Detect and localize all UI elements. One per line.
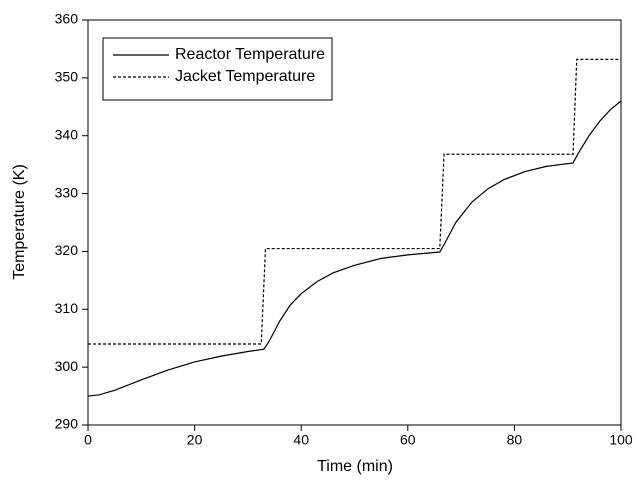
legend-label: Reactor Temperature xyxy=(175,46,325,63)
legend-label: Jacket Temperature xyxy=(175,68,315,85)
y-tick-label: 350 xyxy=(55,69,79,85)
series-line xyxy=(87,100,622,397)
x-tick-label: 100 xyxy=(609,432,633,448)
series-line xyxy=(88,58,621,345)
x-tick-label: 20 xyxy=(187,432,203,448)
y-axis-label: Temperature (K) xyxy=(11,164,28,280)
legend-box xyxy=(102,37,333,101)
x-tick-label: 0 xyxy=(84,432,92,448)
x-tick-label: 60 xyxy=(400,432,416,448)
y-tick-label: 320 xyxy=(55,242,79,258)
y-tick-label: 300 xyxy=(55,358,79,374)
x-tick-label: 40 xyxy=(293,432,309,448)
plot-frame xyxy=(87,19,622,426)
y-tick-label: 330 xyxy=(55,184,79,200)
y-tick-label: 290 xyxy=(55,416,79,432)
x-tick-label: 80 xyxy=(507,432,523,448)
y-tick-label: 360 xyxy=(55,11,79,27)
y-tick-label: 310 xyxy=(55,300,79,316)
y-tick-label: 340 xyxy=(55,126,79,142)
x-axis-label: Time (min) xyxy=(317,458,393,475)
